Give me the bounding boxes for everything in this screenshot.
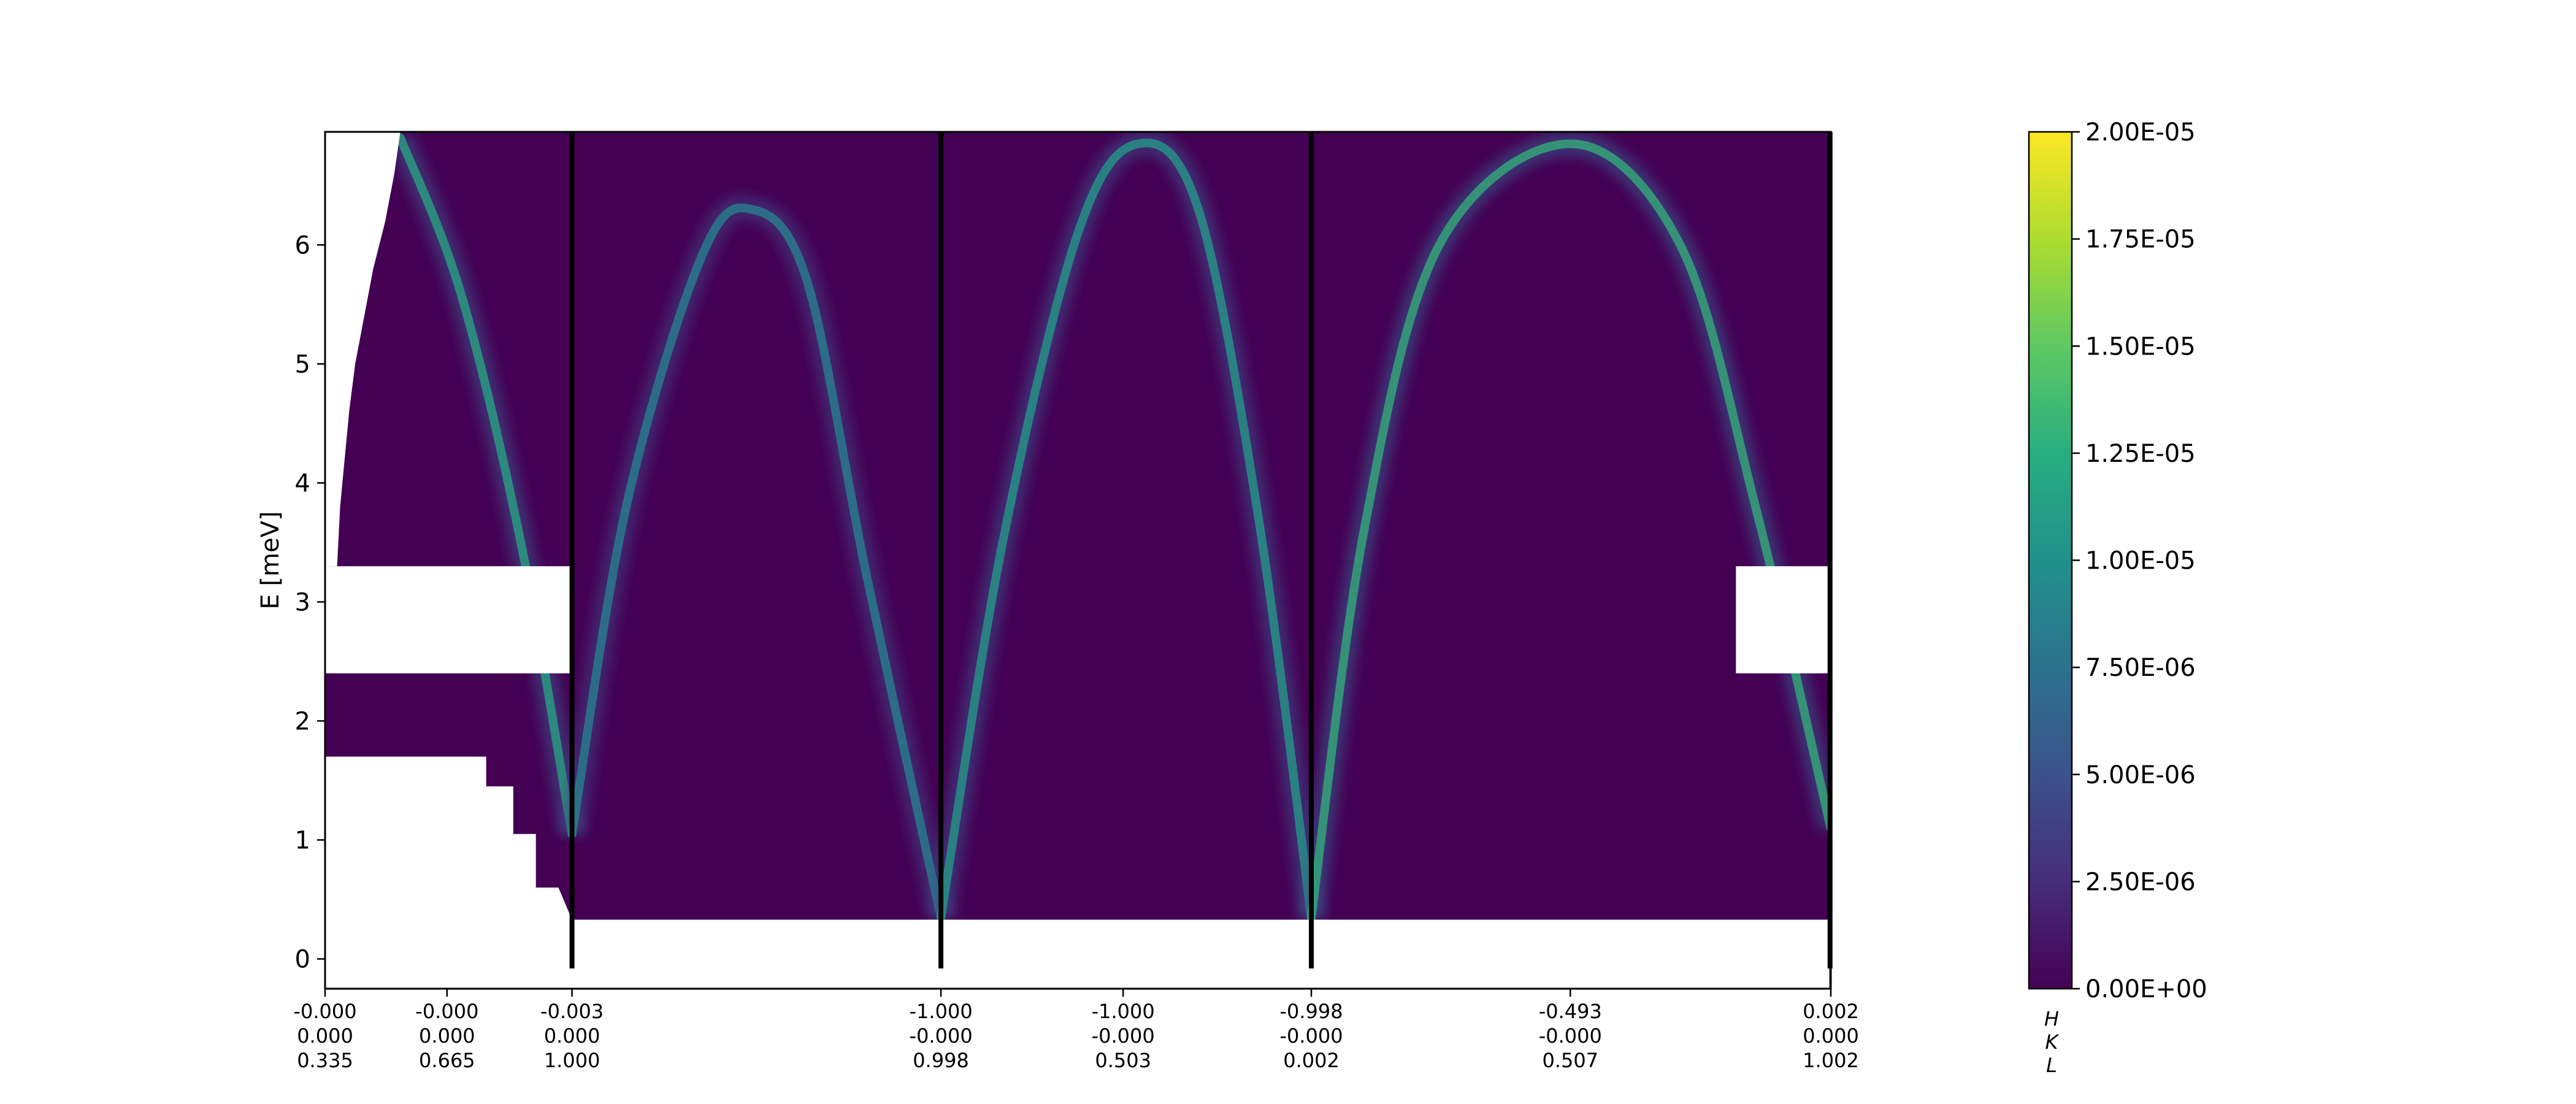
- dispersion-branch: [396, 133, 577, 838]
- y-tick-label: 3: [295, 588, 310, 616]
- x-tick-label-k: 0.000: [1803, 1024, 1859, 1048]
- heatmap-background: [325, 132, 1831, 989]
- y-axis: 0 1 2 3 4 5 6: [295, 231, 325, 973]
- colorbar-tick-label: 0.00E+00: [2085, 975, 2207, 1003]
- colorbar-gradient: [2029, 132, 2072, 989]
- x-tick-label-h: -0.003: [540, 1000, 604, 1023]
- dispersion-branch: [1307, 139, 1831, 922]
- x-tick-label-k: 0.000: [419, 1024, 475, 1048]
- x-tick-label-h: -0.000: [415, 1000, 478, 1023]
- masked-region: [325, 566, 572, 673]
- y-tick-label: 4: [295, 469, 310, 497]
- x-tick-label-l: 0.998: [913, 1049, 969, 1072]
- x-tick-label-l: 0.507: [1542, 1049, 1598, 1072]
- x-tick-label-k: -0.000: [1279, 1024, 1343, 1048]
- x-tick-label-h: -0.493: [1539, 1000, 1602, 1023]
- masked-region: [325, 919, 1830, 989]
- y-tick-label: 0: [295, 945, 310, 973]
- y-tick-label: 1: [295, 826, 310, 854]
- x-tick-label-l: 0.002: [1283, 1049, 1340, 1072]
- masked-region: [325, 132, 401, 567]
- colorbar-tick-label: 1.00E-05: [2085, 547, 2196, 575]
- x-tick-label-l: 1.002: [1803, 1049, 1859, 1072]
- y-tick-label: 5: [295, 350, 310, 378]
- hkl-component-labels: HKL: [2044, 1007, 2060, 1077]
- x-axis-q-path: -0.0000.0000.335-0.0000.0000.665-0.0030.…: [293, 989, 1859, 1072]
- x-tick-label-h: -1.000: [910, 1000, 973, 1023]
- x-tick-label-l: 0.665: [419, 1049, 475, 1072]
- x-tick-label-k: -0.000: [1539, 1024, 1602, 1048]
- x-tick-label-k: 0.000: [544, 1024, 600, 1048]
- colorbar-tick-label: 2.00E-05: [2085, 118, 2196, 147]
- colorbar-tick-label: 5.00E-06: [2085, 761, 2196, 789]
- x-tick-label-k: -0.000: [910, 1024, 973, 1048]
- colorbar-tick-label: 2.50E-06: [2085, 868, 2196, 896]
- x-tick-label-l: 0.503: [1095, 1049, 1151, 1072]
- y-tick-label: 2: [295, 707, 310, 735]
- component-label-k: K: [2045, 1030, 2060, 1054]
- colorbar: 0.00E+00 2.50E-06 5.00E-06 7.50E-06 1.00E-05…: [2028, 118, 2207, 1003]
- masked-regions: [325, 132, 1831, 989]
- x-tick-label-l: 0.335: [297, 1049, 353, 1072]
- colorbar-tick-label: 1.50E-05: [2085, 332, 2196, 361]
- dispersion-branches: [389, 132, 1831, 922]
- component-label-h: H: [2044, 1007, 2059, 1030]
- dispersion-branch: [937, 138, 1316, 922]
- x-tick-label-h: -0.000: [293, 1000, 356, 1023]
- x-tick-label-h: 0.002: [1803, 1000, 1859, 1023]
- component-label-l: L: [2046, 1054, 2057, 1077]
- heatmap-plot-area: [324, 131, 1833, 990]
- colorbar-tick-label: 1.75E-05: [2085, 226, 2196, 254]
- y-axis-label: E [meV]: [256, 511, 285, 609]
- masked-region: [1736, 566, 1831, 673]
- colorbar-tick-label: 7.50E-06: [2085, 654, 2196, 682]
- x-tick-label-l: 1.000: [544, 1049, 600, 1072]
- plot-frame: [324, 131, 1832, 990]
- y-tick-label: 6: [295, 231, 310, 259]
- x-tick-label-h: -0.998: [1279, 1000, 1343, 1023]
- x-tick-label-k: 0.000: [297, 1024, 353, 1048]
- x-tick-label-k: -0.000: [1092, 1024, 1155, 1048]
- x-tick-label-h: -1.000: [1092, 1000, 1155, 1023]
- masked-region: [325, 756, 572, 920]
- dispersion-branch: [567, 204, 946, 922]
- colorbar-ticks: 0.00E+00 2.50E-06 5.00E-06 7.50E-06 1.00E-05…: [2072, 118, 2207, 1003]
- colorbar-tick-label: 1.25E-05: [2085, 440, 2196, 468]
